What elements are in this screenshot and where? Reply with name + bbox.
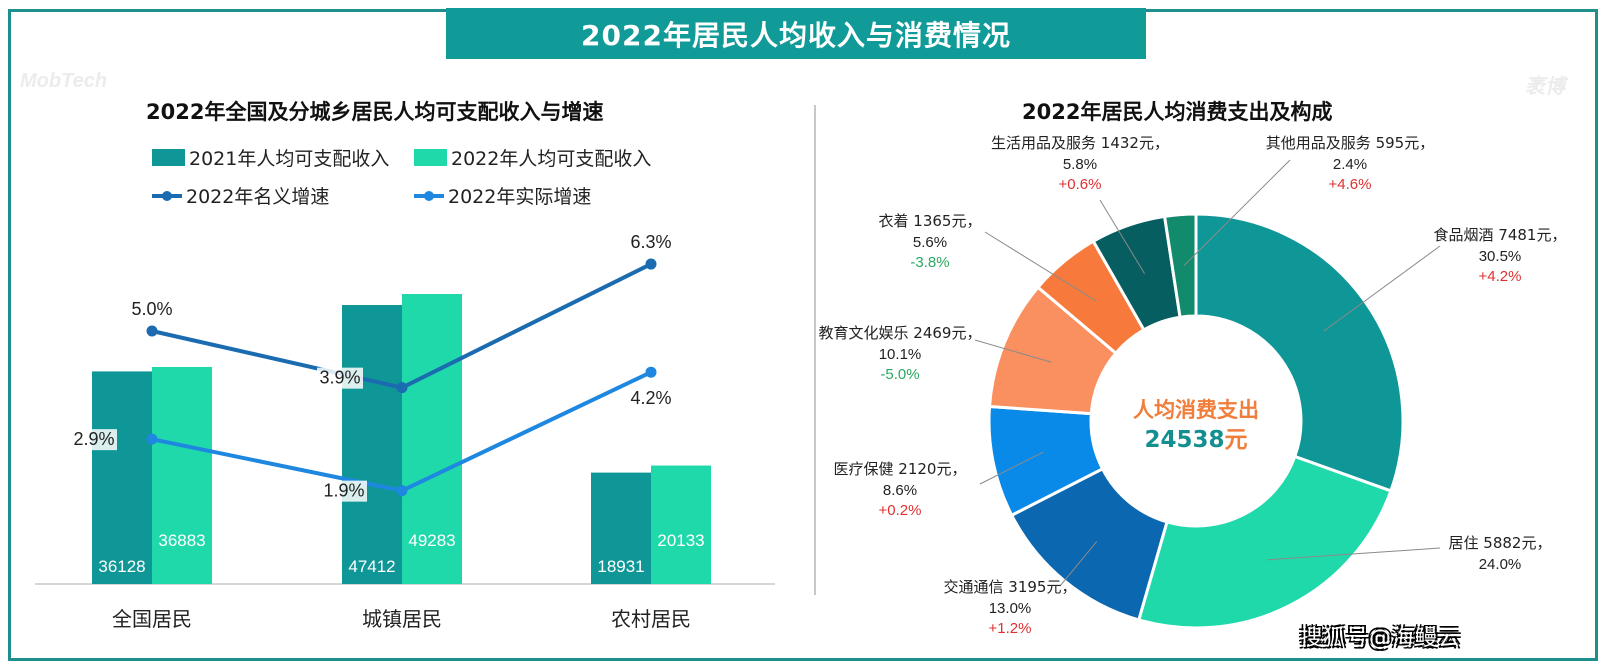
slice-share-label: 8.6%	[883, 482, 917, 499]
income-chart-title: 2022年全国及分城乡居民人均可支配收入与增速	[146, 100, 604, 124]
bar-2022-0	[152, 366, 212, 584]
center-value-number: 24538	[1144, 427, 1224, 453]
legend-swatch-2021	[152, 149, 185, 166]
legend-label-2022: 2022年人均可支配收入	[451, 148, 652, 170]
bar-value-label: 36883	[158, 531, 205, 550]
bar-2021-2	[591, 472, 651, 584]
legend-label-2021: 2021年人均可支配收入	[189, 148, 390, 170]
panel-divider	[814, 105, 816, 595]
x-tick-label: 农村居民	[611, 607, 691, 631]
bar-value-label: 18931	[597, 557, 644, 576]
growth-label-background	[71, 429, 117, 451]
legend-swatch-2022	[414, 149, 447, 166]
line-point-nominal	[146, 325, 158, 337]
growth-label-background	[321, 480, 367, 502]
bar-value-label: 20133	[657, 531, 704, 550]
line-point-real	[645, 366, 657, 378]
line-point-real	[146, 433, 158, 445]
legend-item-2021-income: 2021年人均可支配收入	[152, 144, 389, 171]
donut-slice-0	[1194, 212, 1405, 493]
donut-slice-7	[1162, 212, 1198, 319]
growth-data-label: 2.9%	[73, 429, 114, 449]
slice-name-label: 衣着 1365元，	[879, 212, 982, 230]
slice-change-label: -5.0%	[880, 366, 919, 383]
bar-2021-0	[92, 371, 152, 584]
page-title-banner: 2022年居民人均收入与消费情况	[446, 8, 1146, 59]
bar-value-label: 49283	[408, 531, 455, 550]
growth-label-background	[317, 367, 363, 389]
growth-data-label: 6.3%	[630, 232, 671, 252]
legend-label-nominal: 2022年名义增速	[186, 186, 330, 208]
legend-label-real: 2022年实际增速	[448, 186, 592, 208]
slice-change-label: +4.2%	[1479, 268, 1522, 285]
slice-name-label: 居住 5882元，	[1449, 534, 1552, 552]
legend-item-real-growth: 2022年实际增速	[414, 182, 591, 209]
leader-line	[984, 231, 1097, 302]
slice-share-label: 2.4%	[1333, 156, 1367, 173]
line-point-nominal	[396, 382, 408, 394]
legend-item-2022-income: 2022年人均可支配收入	[414, 144, 651, 171]
leader-line	[1323, 245, 1441, 332]
slice-share-label: 24.0%	[1479, 556, 1522, 573]
leader-line	[974, 339, 1052, 363]
slice-name-label: 医疗保健 2120元，	[834, 460, 967, 478]
slice-share-label: 30.5%	[1479, 248, 1522, 265]
legend-line-nominal	[152, 190, 182, 201]
leader-line	[979, 451, 1044, 485]
slice-change-label: +0.2%	[879, 502, 922, 519]
page-title: 2022年居民人均收入与消费情况	[581, 18, 1011, 52]
slice-name-label: 食品烟酒 7481元，	[1434, 226, 1567, 244]
donut-center-label: 人均消费支出	[1133, 398, 1259, 422]
slice-share-label: 5.8%	[1063, 156, 1097, 173]
growth-data-label: 5.0%	[131, 299, 172, 319]
center-value-unit: 元	[1225, 427, 1248, 453]
slice-change-label: +1.2%	[989, 620, 1032, 637]
donut-slice-1	[1136, 454, 1393, 630]
slice-change-label: -3.8%	[910, 254, 949, 271]
slice-name-label: 生活用品及服务 1432元，	[991, 134, 1169, 152]
bar-2021-1	[342, 305, 402, 584]
source-watermark: 搜狐号@海鳗云	[1300, 626, 1462, 651]
leader-line	[1267, 547, 1441, 561]
income-bar-line-chart: 36128 36883 全国居民 47412 49283 城镇居民 18931 20133 农村…	[35, 232, 775, 631]
x-tick-label: 城镇居民	[362, 607, 442, 631]
watermark-text-left: MobTech	[20, 70, 108, 92]
slice-name-label: 其他用品及服务 595元，	[1266, 134, 1434, 152]
line-point-real	[396, 485, 408, 497]
bar-value-label: 36128	[98, 557, 145, 576]
legend-item-nominal-growth: 2022年名义增速	[152, 182, 329, 209]
slice-change-label: +0.6%	[1059, 176, 1102, 193]
bar-2022-1	[402, 294, 462, 584]
slice-change-label: +4.6%	[1329, 176, 1372, 193]
growth-data-label: 1.9%	[323, 481, 364, 501]
legend-line-real	[414, 190, 444, 201]
slice-name-label: 教育文化娱乐 2469元，	[819, 324, 982, 342]
bar-value-label: 47412	[348, 557, 395, 576]
growth-data-label: 3.9%	[319, 368, 360, 388]
leader-line	[1183, 159, 1291, 266]
line-point-nominal	[645, 258, 657, 270]
growth-label-background	[628, 388, 674, 410]
leader-line	[1059, 541, 1098, 587]
leader-line	[1099, 199, 1146, 274]
slice-share-label: 5.6%	[913, 234, 947, 251]
watermark-text-right: 袤博	[1525, 76, 1565, 98]
growth-label-background	[628, 232, 674, 254]
x-tick-label: 全国居民	[112, 607, 192, 631]
growth-data-label: 4.2%	[630, 388, 671, 408]
consumption-chart-title: 2022年居民人均消费支出及构成	[1022, 100, 1333, 124]
slice-name-label: 交通通信 3195元，	[944, 578, 1077, 596]
donut-center-value: 24538元	[1144, 427, 1247, 453]
slice-share-label: 13.0%	[989, 600, 1032, 617]
bar-2022-2	[651, 465, 711, 584]
slice-share-label: 10.1%	[879, 346, 922, 363]
growth-label-background	[129, 299, 175, 320]
